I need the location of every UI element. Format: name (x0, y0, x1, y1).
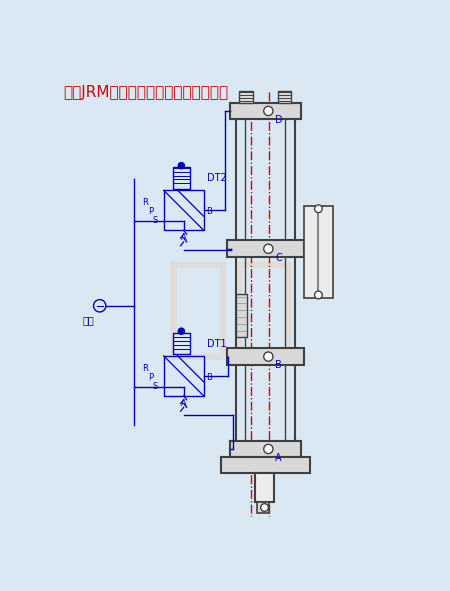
Bar (239, 91, 253, 103)
Circle shape (264, 444, 273, 454)
Text: 玖容JRM快速型气液增压缸气路连接图: 玖容JRM快速型气液增压缸气路连接图 (63, 85, 229, 100)
Bar (164, 356, 204, 396)
Text: D: D (275, 115, 283, 125)
Bar (255, 473, 274, 502)
Circle shape (178, 328, 184, 335)
Text: 玖容: 玖容 (164, 256, 297, 363)
Bar (227, 348, 304, 365)
Text: R: R (142, 363, 148, 372)
Circle shape (261, 504, 268, 511)
Text: A: A (181, 233, 187, 242)
Text: S: S (153, 216, 158, 225)
Circle shape (315, 205, 322, 213)
Text: DT2: DT2 (207, 173, 226, 183)
Text: 气源: 气源 (83, 315, 94, 325)
Text: B: B (275, 361, 282, 371)
Text: P: P (148, 373, 153, 382)
Text: C: C (275, 252, 282, 262)
Bar (278, 91, 292, 103)
Text: A: A (181, 399, 187, 408)
Circle shape (315, 291, 322, 299)
Bar (257, 502, 269, 513)
Text: P: P (148, 207, 153, 216)
Bar (304, 206, 333, 298)
Circle shape (264, 106, 273, 116)
Circle shape (264, 352, 273, 361)
Circle shape (264, 244, 273, 254)
Bar (220, 457, 310, 473)
Bar (164, 190, 204, 230)
Circle shape (178, 163, 184, 168)
Text: S: S (153, 382, 158, 391)
Bar (173, 333, 190, 354)
Bar (236, 294, 247, 336)
Bar (230, 440, 301, 457)
Text: B: B (206, 373, 212, 382)
Text: R: R (142, 198, 148, 207)
Text: A: A (275, 453, 282, 463)
Text: DT1: DT1 (207, 339, 226, 349)
Bar (230, 103, 301, 119)
Bar (227, 241, 304, 257)
Bar (173, 167, 190, 189)
Text: B: B (206, 207, 212, 216)
